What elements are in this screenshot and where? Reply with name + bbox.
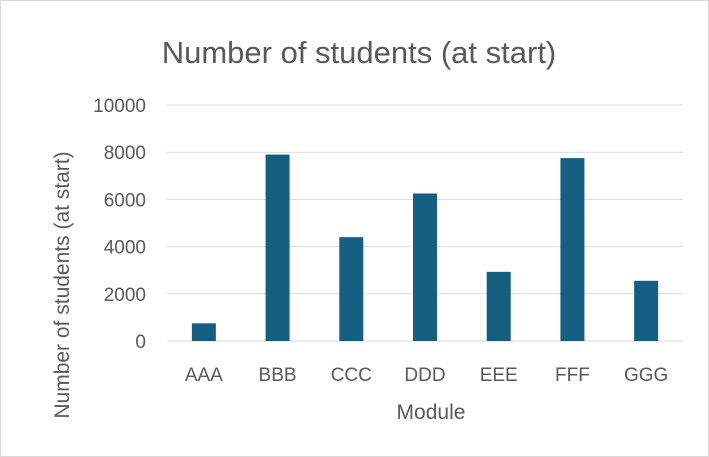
x-tick-label: AAA bbox=[185, 365, 223, 386]
bar-ddd bbox=[413, 193, 437, 341]
x-tick-labels: AAA BBB CCC DDD EEE FFF GGG bbox=[185, 365, 668, 386]
bar-fff bbox=[560, 158, 585, 341]
x-tick-label: BBB bbox=[259, 365, 297, 386]
x-axis-title: Module bbox=[397, 401, 466, 424]
y-tick-label: 0 bbox=[135, 332, 146, 353]
y-axis-title: Number of students (at start) bbox=[51, 151, 74, 418]
bar-ccc bbox=[339, 237, 364, 341]
bar-bbb bbox=[265, 154, 290, 341]
x-tick-label: CCC bbox=[331, 365, 372, 386]
bar-eee bbox=[486, 271, 511, 341]
chart-title: Number of students (at start) bbox=[162, 35, 557, 70]
y-tick-label: 10000 bbox=[93, 96, 146, 117]
x-tick-label: EEE bbox=[480, 365, 518, 386]
y-tick-label: 4000 bbox=[104, 238, 146, 259]
y-tick-labels: 0 2000 4000 6000 8000 10000 bbox=[93, 96, 146, 353]
y-tick-label: 8000 bbox=[104, 143, 146, 164]
x-tick-label: DDD bbox=[404, 365, 445, 386]
bar-ggg bbox=[634, 280, 659, 341]
y-tick-label: 6000 bbox=[104, 190, 146, 211]
bar-aaa bbox=[191, 323, 216, 341]
x-tick-label: GGG bbox=[624, 365, 668, 386]
y-tick-label: 2000 bbox=[104, 285, 146, 306]
bars bbox=[191, 154, 659, 341]
x-tick-label: FFF bbox=[555, 365, 590, 386]
